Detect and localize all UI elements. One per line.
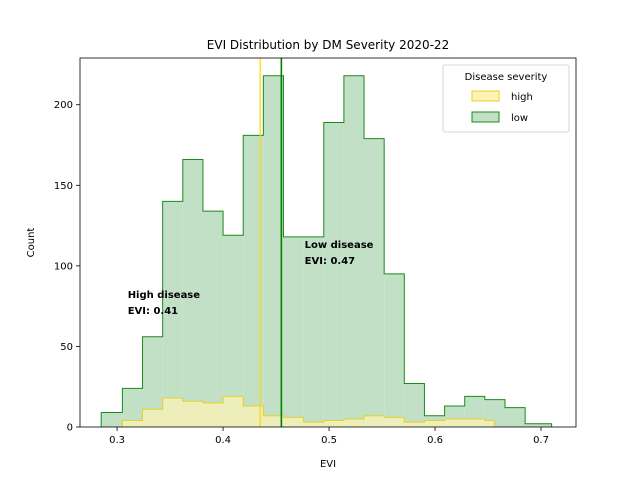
bar-high-13 (384, 417, 405, 427)
annotation-0: High disease EVI: 0.41 (128, 290, 201, 317)
y-axis-label: Count (26, 228, 37, 258)
legend-swatch-low (471, 111, 500, 123)
bar-low-11 (323, 122, 344, 427)
y-axis: 0 50 100 150 200 (54, 100, 80, 434)
legend: Disease severity high low (442, 64, 570, 133)
y-tick-label-1: 50 (60, 342, 73, 353)
bar-high-17 (464, 418, 485, 427)
x-tick-label-4: 0.7 (533, 435, 549, 446)
bar-low-7 (243, 135, 264, 427)
series-outline-low (100, 75, 553, 427)
bar-low-1 (122, 388, 143, 427)
bar-low-9 (283, 236, 304, 427)
bar-high-10 (323, 420, 344, 427)
bar-low-15 (404, 383, 425, 427)
x-tick-label-0: 0.3 (109, 435, 125, 446)
x-axis: 0.3 0.4 0.5 0.6 0.7 (109, 427, 549, 446)
bar-high-5 (223, 396, 244, 427)
bar-high-7 (263, 415, 284, 427)
legend-title: Disease severity (465, 72, 548, 83)
bar-high-4 (202, 402, 224, 427)
x-axis-label: EVI (320, 459, 336, 470)
legend-label-low: low (511, 113, 528, 124)
bar-high-11 (343, 418, 365, 427)
y-tick-label-4: 200 (54, 100, 73, 111)
bar-high-9 (303, 422, 324, 427)
bar-high-14 (404, 422, 425, 427)
bar-high-0 (122, 420, 143, 427)
plot-area (100, 58, 553, 428)
bar-low-2 (142, 336, 163, 427)
bar-high-18 (484, 420, 495, 427)
bar-low-13 (364, 138, 385, 427)
bar-low-5 (202, 211, 224, 427)
x-tick-label-1: 0.4 (215, 435, 231, 446)
bar-high-3 (182, 401, 203, 427)
bar-low-6 (223, 235, 244, 427)
annotation-1: Low disease EVI: 0.47 (305, 240, 374, 267)
y-tick-label-3: 150 (54, 181, 73, 192)
legend-swatch-high (471, 90, 500, 102)
bar-high-12 (364, 415, 385, 427)
x-tick-label-3: 0.6 (427, 435, 443, 446)
plot-frame (79, 57, 577, 428)
y-tick-label-0: 0 (67, 423, 73, 434)
bar-high-15 (424, 420, 445, 427)
legend-label-high: high (511, 92, 533, 103)
annotation-0-line-1: EVI: 0.41 (128, 306, 178, 317)
x-tick-label-2: 0.5 (321, 435, 337, 446)
annotations: High disease EVI: 0.41 Low disease EVI: 0.4… (128, 240, 374, 317)
bar-low-8 (263, 75, 284, 428)
bar-low-21 (525, 423, 552, 427)
annotation-0-line-0: High disease (128, 290, 201, 301)
chart-title: EVI Distribution by DM Severity 2020-22 (207, 38, 449, 52)
bar-low-14 (384, 273, 405, 427)
bar-low-12 (343, 75, 365, 428)
y-tick-label-2: 100 (54, 261, 73, 272)
bar-low-20 (504, 407, 526, 427)
annotation-1-line-0: Low disease (305, 240, 374, 251)
series-outline-high (121, 395, 495, 427)
bar-high-1 (142, 409, 163, 427)
bar-low-3 (162, 201, 183, 427)
bar-high-8 (283, 417, 304, 427)
bar-high-6 (243, 406, 264, 427)
annotation-1-line-1: EVI: 0.47 (305, 256, 355, 267)
bar-high-2 (162, 397, 183, 427)
bar-low-0 (101, 412, 123, 427)
bar-low-4 (182, 159, 203, 427)
bar-high-16 (444, 418, 465, 427)
bar-low-10 (303, 236, 324, 427)
